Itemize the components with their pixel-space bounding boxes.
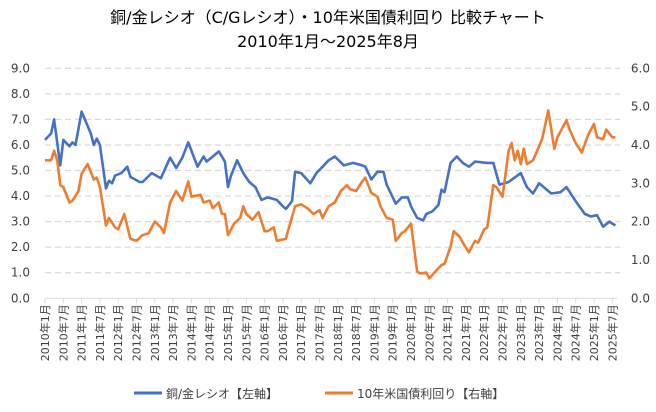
series-lines bbox=[44, 109, 617, 280]
left-axis-tick-label: 5.0 bbox=[11, 164, 30, 178]
legend-label-copper-gold: 銅/金レシオ【左軸】 bbox=[166, 386, 278, 401]
right-axis-tick-label: 0.0 bbox=[631, 291, 650, 305]
x-axis-tick-label: 2016年1月 bbox=[258, 304, 272, 361]
left-axis-ticks: 0.0 1.0 2.0 3.0 4.0 5.0 6.0 7.0 8.0 9.0 bbox=[11, 61, 30, 305]
legend-label-us10y: 10年米国債利回り【右軸】 bbox=[357, 386, 504, 401]
x-axis-tick-label: 2018年1月 bbox=[331, 304, 345, 361]
x-axis-tick-label: 2023年1月 bbox=[514, 304, 528, 361]
x-axis-tick-label: 2015年7月 bbox=[239, 304, 253, 361]
left-axis-tick-label: 1.0 bbox=[11, 266, 30, 280]
left-axis-tick-label: 0.0 bbox=[11, 291, 30, 305]
x-axis-tick-label: 2010年7月 bbox=[56, 304, 70, 361]
x-axis-tick-label: 2020年7月 bbox=[422, 304, 436, 361]
x-axis-tick-label: 2015年1月 bbox=[221, 304, 235, 361]
x-axis-tick-label: 2010年1月 bbox=[38, 304, 52, 361]
x-axis-tick-label: 2025年1月 bbox=[587, 304, 601, 361]
left-axis-tick-label: 3.0 bbox=[11, 215, 30, 229]
x-axis-tick-label: 2021年1月 bbox=[441, 304, 455, 361]
x-axis-tick-label: 2022年7月 bbox=[496, 304, 510, 361]
x-axis-tick-label: 2011年1月 bbox=[75, 304, 89, 361]
right-axis-tick-label: 1.0 bbox=[631, 253, 650, 267]
x-axis-tick-label: 2013年7月 bbox=[166, 304, 180, 361]
x-axis-tick-label: 2017年7月 bbox=[313, 304, 327, 361]
left-axis-tick-label: 7.0 bbox=[11, 112, 30, 126]
x-axis-tick-label: 2013年1月 bbox=[148, 304, 162, 361]
right-axis-tick-label: 5.0 bbox=[631, 100, 650, 114]
right-axis-ticks: 0.0 1.0 2.0 3.0 4.0 5.0 6.0 bbox=[631, 61, 650, 305]
gridlines bbox=[45, 67, 620, 299]
x-axis-tick-label: 2019年7月 bbox=[386, 304, 400, 361]
x-axis-tick-label: 2014年7月 bbox=[203, 304, 217, 361]
chart-subtitle: 2010年1月～2025年8月 bbox=[237, 32, 419, 51]
x-axis-tick-label: 2025年7月 bbox=[605, 304, 619, 361]
x-axis-tick-label: 2014年1月 bbox=[184, 304, 198, 361]
right-axis-tick-label: 2.0 bbox=[631, 215, 650, 229]
right-axis-tick-label: 3.0 bbox=[631, 176, 650, 190]
x-axis-tick-label: 2024年1月 bbox=[550, 304, 564, 361]
x-axis-tick-label: 2016年7月 bbox=[276, 304, 290, 361]
left-axis-tick-label: 2.0 bbox=[11, 240, 30, 254]
x-axis-tick-label: 2012年1月 bbox=[111, 304, 125, 361]
x-axis-tick-label: 2019年1月 bbox=[367, 304, 381, 361]
left-axis-tick-label: 4.0 bbox=[11, 189, 30, 203]
series-line-copper-gold-ratio bbox=[44, 110, 617, 228]
left-axis-tick-label: 8.0 bbox=[11, 87, 30, 101]
x-axis-tick-label: 2011年7月 bbox=[93, 304, 107, 361]
right-axis-tick-label: 6.0 bbox=[631, 61, 650, 75]
series-line-us10y-yield bbox=[45, 109, 616, 280]
x-axis-tick-label: 2022年1月 bbox=[477, 304, 491, 361]
x-axis-ticks: 2010年1月 2010年7月 2011年1月 2011年7月 2012年1月 2012年… bbox=[38, 298, 619, 361]
x-axis-tick-label: 2021年7月 bbox=[459, 304, 473, 361]
chart-title: 銅/金レシオ（C/Gレシオ）・10年米国債利回り 比較チャート bbox=[110, 8, 546, 27]
x-axis-tick-label: 2018年7月 bbox=[349, 304, 363, 361]
x-axis-tick-label: 2023年7月 bbox=[532, 304, 546, 361]
x-axis-tick-label: 2020年1月 bbox=[404, 304, 418, 361]
x-axis-tick-label: 2024年7月 bbox=[569, 304, 583, 361]
legend: 銅/金レシオ【左軸】 10年米国債利回り【右軸】 bbox=[134, 386, 504, 401]
left-axis-tick-label: 9.0 bbox=[11, 61, 30, 75]
right-axis-tick-label: 4.0 bbox=[631, 138, 650, 152]
left-axis-tick-label: 6.0 bbox=[11, 138, 30, 152]
x-axis-tick-label: 2012年7月 bbox=[130, 304, 144, 361]
x-axis-tick-label: 2017年1月 bbox=[294, 304, 308, 361]
